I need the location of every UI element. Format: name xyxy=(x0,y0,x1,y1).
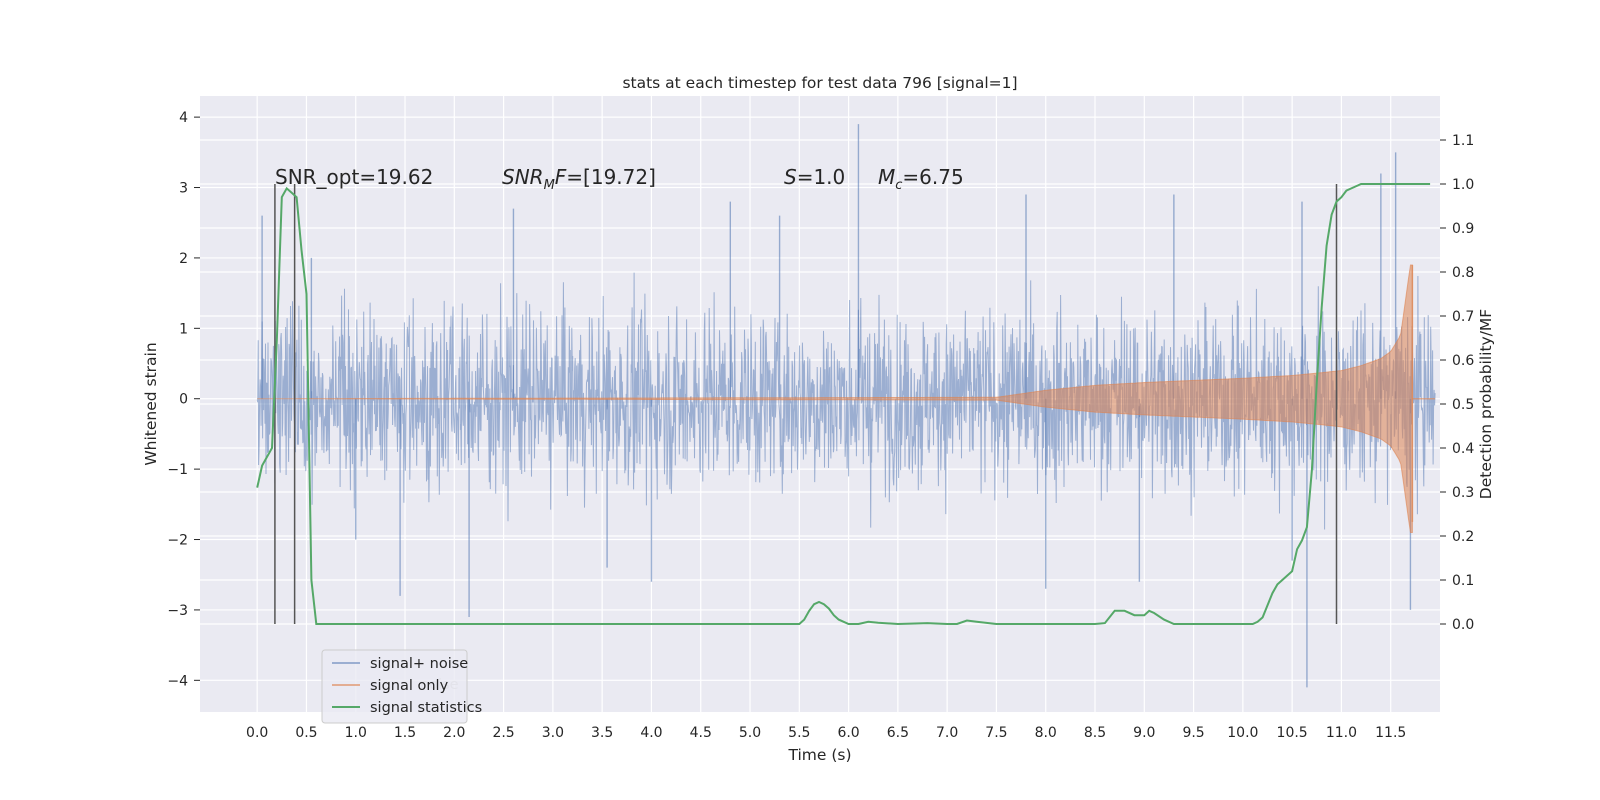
x-tick-label: 10.0 xyxy=(1227,725,1258,741)
signal-plus-noise-trace xyxy=(256,272,1436,530)
x-tick-label: 7.0 xyxy=(936,725,958,741)
y-right-tick-label: 0.1 xyxy=(1452,573,1474,589)
legend-label-signal-only: signal only xyxy=(370,678,449,694)
annotation-mc: Mc=6.75 xyxy=(878,165,964,193)
x-tick-label: 8.0 xyxy=(1035,725,1057,741)
x-tick-label: 4.5 xyxy=(690,725,712,741)
x-tick-label: 11.0 xyxy=(1326,725,1357,741)
legend-box xyxy=(321,649,468,724)
ticks: 0.0 0.5 1.0 1.5 2.0 2.5 3.0 3.5 4.0 4.5 5.0 5.5 6.0 6… xyxy=(167,110,1474,741)
x-tick-label: 1.5 xyxy=(394,725,416,741)
legend-label-signal-statistics: signal statistics xyxy=(370,700,482,716)
x-tick-label: 1.0 xyxy=(345,725,367,741)
annotation-snr-opt: SNR_opt=19.62 xyxy=(275,165,433,189)
x-tick-label: 2.0 xyxy=(443,725,465,741)
x-tick-label: 2.5 xyxy=(492,725,514,741)
y-tick-label: 2 xyxy=(179,251,188,267)
chart-title: stats at each timestep for test data 796… xyxy=(622,74,1017,92)
y-tick-label: −3 xyxy=(167,603,188,619)
y-right-tick-label: 0.0 xyxy=(1452,617,1474,633)
annotation-s: S=1.0 xyxy=(784,165,845,189)
x-tick-label: 5.5 xyxy=(788,725,810,741)
y-tick-label: 3 xyxy=(179,181,188,197)
y-tick-label: −1 xyxy=(167,462,188,478)
signal-statistics-line xyxy=(256,183,1431,626)
y-right-tick-label: 0.2 xyxy=(1452,529,1474,545)
y-tick-label: 4 xyxy=(179,110,188,126)
y-right-tick-label: 0.9 xyxy=(1452,221,1474,237)
y-right-tick-label: 0.3 xyxy=(1452,485,1474,501)
x-tick-label: 0.5 xyxy=(295,725,317,741)
x-tick-label: 3.0 xyxy=(542,725,564,741)
x-tick-label: 9.0 xyxy=(1133,725,1155,741)
series-signal-statistics xyxy=(256,183,1431,626)
y-tick-label: 0 xyxy=(179,392,188,408)
x-tick-label: 11.5 xyxy=(1375,725,1406,741)
x-tick-label: 10.5 xyxy=(1277,725,1308,741)
y-tick-label: −2 xyxy=(167,533,188,549)
y-right-tick-label: 0.8 xyxy=(1452,265,1474,281)
y-right-tick-label: 1.0 xyxy=(1452,177,1474,193)
x-tick-label: 4.0 xyxy=(640,725,662,741)
x-tick-label: 0.0 xyxy=(246,725,268,741)
y-axis-right-label: Detection probability/MF xyxy=(1477,309,1495,500)
x-tick-label: 7.5 xyxy=(985,725,1007,741)
y-tick-label: −4 xyxy=(167,673,188,689)
y-right-tick-label: 0.6 xyxy=(1452,353,1474,369)
x-tick-label: 6.0 xyxy=(837,725,859,741)
y-right-tick-label: 1.1 xyxy=(1452,133,1474,149)
series-signal-only xyxy=(257,264,1436,533)
y-tick-label: 1 xyxy=(179,321,188,337)
x-axis-label: Time (s) xyxy=(787,746,851,764)
legend: noise signal+ noise signal only signal s… xyxy=(321,649,482,724)
y-axis-label: Whitened strain xyxy=(142,342,160,465)
x-tick-label: 6.5 xyxy=(887,725,909,741)
y-right-tick-label: 0.4 xyxy=(1452,441,1474,457)
x-tick-label: 8.5 xyxy=(1084,725,1106,741)
x-tick-label: 9.5 xyxy=(1182,725,1204,741)
y-right-tick-label: 0.5 xyxy=(1452,397,1474,413)
legend-label-signal-plus-noise: signal+ noise xyxy=(370,656,468,672)
y-right-tick-label: 0.7 xyxy=(1452,309,1474,325)
x-tick-label: 5.0 xyxy=(739,725,761,741)
annotation-snr-mf: SNRMF=[19.72] xyxy=(502,165,656,193)
x-tick-label: 3.5 xyxy=(591,725,613,741)
